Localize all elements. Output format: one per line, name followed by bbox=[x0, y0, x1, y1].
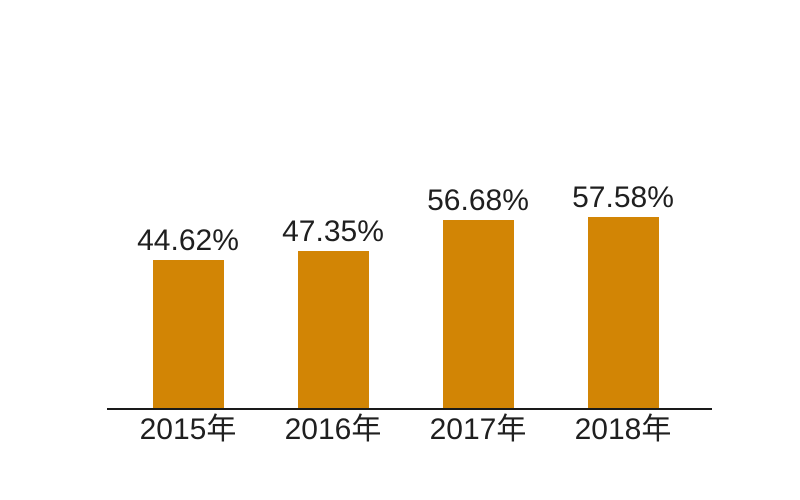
bar bbox=[152, 260, 224, 408]
tick-label: 2015年 bbox=[139, 413, 237, 446]
value-label: 56.68% bbox=[427, 184, 529, 217]
value-label: 47.35% bbox=[282, 215, 384, 248]
bar bbox=[587, 217, 659, 408]
bar bbox=[297, 251, 369, 408]
value-label: 44.62% bbox=[137, 224, 239, 257]
bar bbox=[442, 220, 514, 408]
tick-label: 2017年 bbox=[429, 413, 527, 446]
tick-label: 2016年 bbox=[284, 413, 382, 446]
x-axis-line bbox=[107, 408, 712, 410]
value-label: 57.58% bbox=[572, 181, 674, 214]
tick-label: 2018年 bbox=[574, 413, 672, 446]
